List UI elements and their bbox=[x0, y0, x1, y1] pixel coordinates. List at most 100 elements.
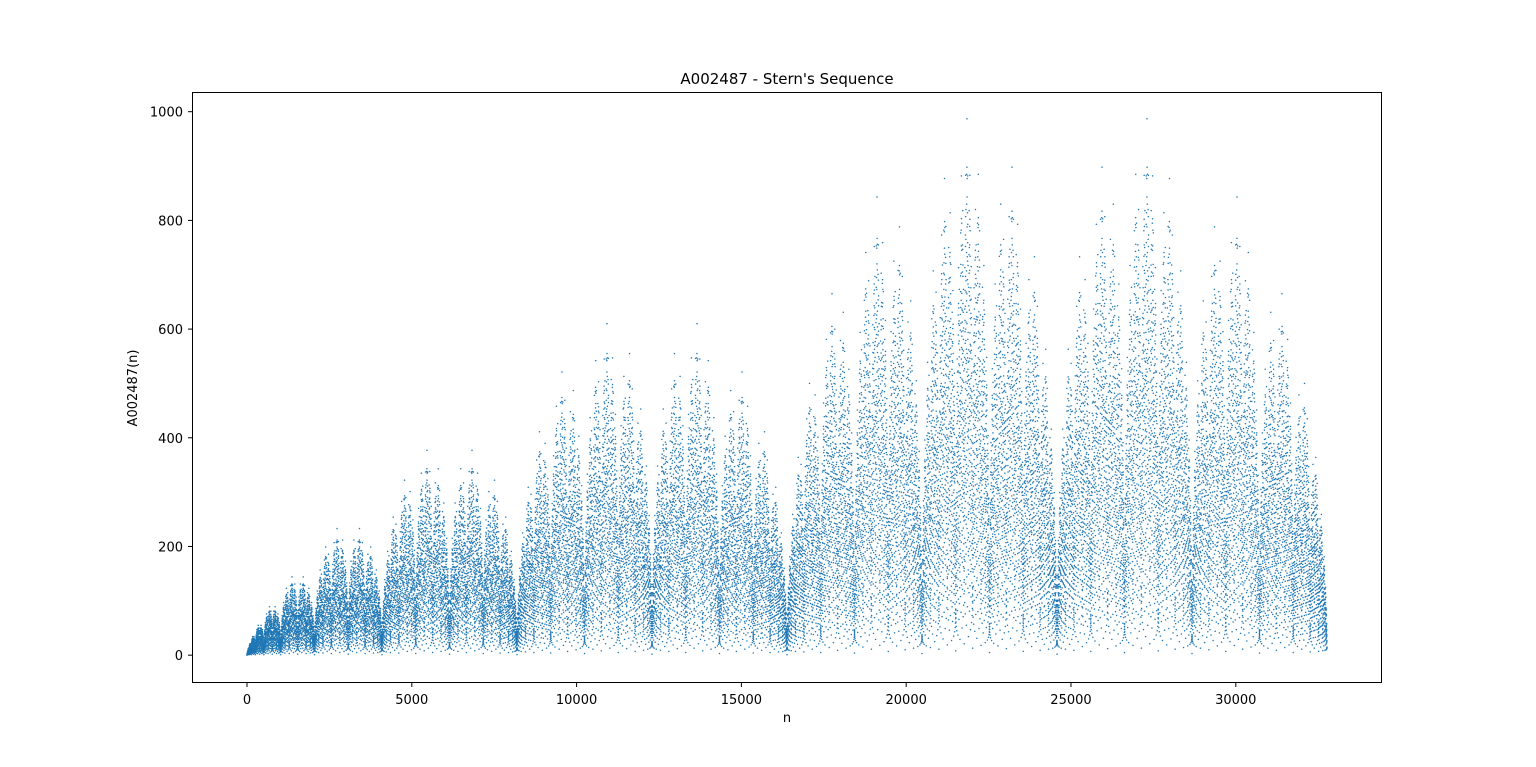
data-point bbox=[330, 598, 332, 600]
data-point bbox=[252, 636, 254, 638]
data-point bbox=[395, 611, 397, 613]
data-point bbox=[330, 593, 332, 595]
data-point bbox=[376, 577, 378, 579]
data-point bbox=[296, 610, 298, 612]
data-point bbox=[359, 625, 361, 627]
data-point bbox=[369, 631, 371, 633]
data-point bbox=[385, 589, 387, 591]
data-point bbox=[389, 577, 391, 579]
data-point bbox=[348, 641, 350, 643]
data-point bbox=[366, 628, 368, 630]
data-point bbox=[304, 594, 306, 596]
data-point bbox=[291, 588, 293, 590]
data-point bbox=[349, 639, 351, 641]
data-point bbox=[282, 644, 284, 646]
data-point bbox=[329, 649, 331, 651]
data-point bbox=[346, 605, 348, 607]
data-point bbox=[386, 639, 388, 641]
data-point bbox=[405, 497, 407, 499]
data-point bbox=[409, 550, 411, 552]
data-point bbox=[308, 648, 310, 650]
data-point bbox=[391, 550, 393, 552]
data-point bbox=[294, 594, 296, 596]
data-point bbox=[336, 573, 338, 575]
data-point bbox=[363, 576, 365, 578]
data-point bbox=[391, 616, 393, 618]
data-point bbox=[338, 620, 340, 622]
data-point bbox=[357, 622, 359, 624]
data-point bbox=[336, 613, 338, 615]
data-point bbox=[401, 592, 403, 594]
data-point bbox=[344, 638, 346, 640]
data-point bbox=[326, 567, 328, 569]
data-point bbox=[358, 556, 360, 558]
data-point bbox=[357, 577, 359, 579]
data-point bbox=[303, 576, 305, 578]
data-point bbox=[324, 566, 326, 568]
data-point bbox=[401, 640, 403, 642]
data-point bbox=[401, 618, 403, 620]
data-point bbox=[369, 606, 371, 608]
data-point bbox=[351, 642, 353, 644]
data-point bbox=[411, 615, 413, 617]
data-point bbox=[289, 641, 291, 643]
data-point bbox=[345, 572, 347, 574]
data-point bbox=[391, 572, 393, 574]
data-point bbox=[387, 572, 389, 574]
data-point bbox=[266, 627, 268, 629]
data-point bbox=[387, 597, 389, 599]
data-point bbox=[403, 528, 405, 530]
data-point bbox=[408, 623, 410, 625]
data-point bbox=[359, 546, 361, 548]
data-point bbox=[400, 531, 402, 533]
data-point bbox=[401, 551, 403, 553]
data-point bbox=[361, 629, 363, 631]
data-point bbox=[388, 631, 390, 633]
data-point bbox=[331, 644, 333, 646]
data-point bbox=[346, 588, 348, 590]
data-point bbox=[337, 549, 339, 551]
data-point bbox=[345, 569, 347, 571]
data-point bbox=[407, 626, 409, 628]
data-point bbox=[369, 623, 371, 625]
data-point bbox=[389, 626, 391, 628]
data-point bbox=[407, 608, 409, 610]
data-point bbox=[405, 545, 407, 547]
data-point bbox=[393, 609, 395, 611]
data-point bbox=[369, 571, 371, 573]
data-point bbox=[276, 647, 278, 649]
data-point bbox=[324, 634, 326, 636]
data-point bbox=[405, 621, 407, 623]
data-point bbox=[410, 634, 412, 636]
data-point bbox=[342, 614, 344, 616]
data-point bbox=[369, 637, 371, 639]
data-point bbox=[350, 577, 352, 579]
data-point bbox=[367, 589, 369, 591]
data-point bbox=[323, 602, 325, 604]
data-point bbox=[319, 616, 321, 618]
data-point bbox=[400, 591, 402, 593]
data-point bbox=[302, 592, 304, 594]
data-point bbox=[399, 632, 401, 634]
data-point bbox=[399, 605, 401, 607]
data-point bbox=[401, 557, 403, 559]
data-point bbox=[394, 594, 396, 596]
data-point bbox=[300, 607, 302, 609]
data-point bbox=[279, 626, 281, 628]
data-point bbox=[352, 588, 354, 590]
data-point bbox=[352, 622, 354, 624]
data-point bbox=[372, 583, 374, 585]
data-point bbox=[294, 597, 296, 599]
data-point bbox=[342, 580, 344, 582]
data-point bbox=[356, 589, 358, 591]
data-point bbox=[406, 556, 408, 558]
data-point bbox=[323, 585, 325, 587]
data-point bbox=[402, 526, 404, 528]
data-point bbox=[326, 604, 328, 606]
data-point bbox=[302, 608, 304, 610]
data-point bbox=[288, 606, 290, 608]
data-point bbox=[408, 571, 410, 573]
data-point bbox=[366, 576, 368, 578]
data-point bbox=[359, 557, 361, 559]
data-point bbox=[284, 629, 286, 631]
